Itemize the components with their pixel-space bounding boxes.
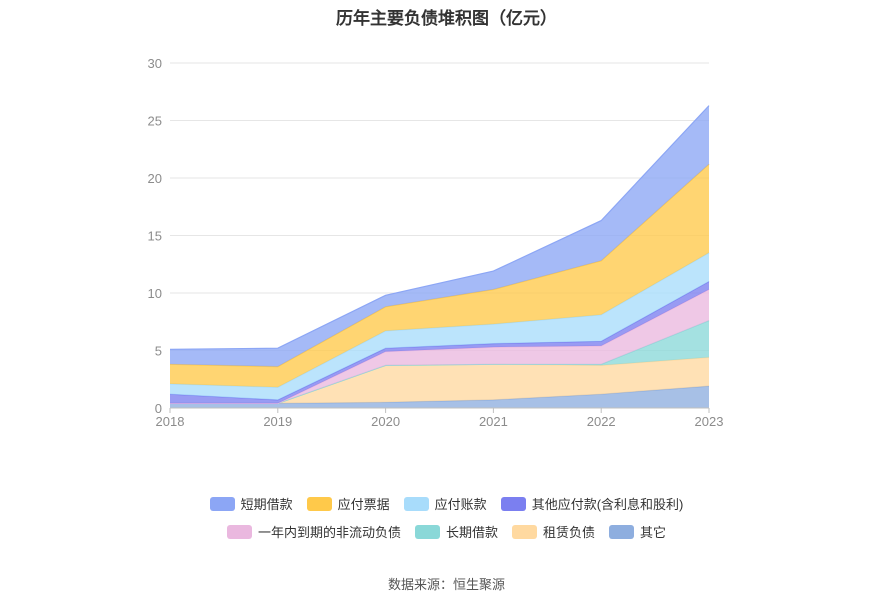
legend-row: 一年内到期的非流动负债 长期借款 租赁负债 其它 bbox=[226, 522, 666, 541]
legend-item[interactable]: 应付票据 bbox=[306, 494, 390, 513]
legend-item[interactable]: 应付账款 bbox=[403, 494, 487, 513]
y-tick-label: 20 bbox=[148, 171, 162, 186]
y-tick-label: 0 bbox=[155, 401, 162, 416]
area-1 bbox=[170, 357, 709, 404]
y-tick-label: 15 bbox=[148, 229, 162, 244]
x-tick-label: 2021 bbox=[479, 414, 508, 429]
legend-item[interactable]: 短期借款 bbox=[209, 494, 293, 513]
y-tick-label: 5 bbox=[155, 344, 162, 359]
y-axis-ticks: 0 5 10 15 20 25 30 bbox=[148, 56, 162, 416]
legend-label: 短期借款 bbox=[240, 497, 293, 512]
x-tick-label: 2020 bbox=[371, 414, 400, 429]
legend-swatch bbox=[609, 524, 635, 539]
legend: 短期借款 应付票据 应付账款 其他应付款(含利息和股利) 一年内到期的非流动负债 长期借款… bbox=[0, 494, 893, 541]
legend-item[interactable]: 租赁负债 bbox=[512, 522, 595, 541]
y-tick-label: 25 bbox=[148, 114, 162, 129]
x-tick-label: 2019 bbox=[263, 414, 292, 429]
legend-item[interactable]: 一年内到期的非流动负债 bbox=[226, 522, 401, 541]
y-tick-label: 10 bbox=[148, 286, 162, 301]
legend-swatch bbox=[209, 496, 235, 511]
legend-swatch bbox=[500, 496, 526, 511]
x-tick-label: 2023 bbox=[695, 414, 724, 429]
area-0 bbox=[170, 386, 709, 408]
area-5 bbox=[170, 252, 709, 400]
legend-swatch bbox=[306, 496, 332, 511]
x-tick-label: 2018 bbox=[156, 414, 185, 429]
x-axis-ticks: 2018 2019 2020 2021 2022 2023 bbox=[156, 408, 724, 429]
legend-swatch bbox=[226, 524, 252, 539]
legend-row: 短期借款 应付票据 应付账款 其他应付款(含利息和股利) bbox=[209, 494, 684, 513]
legend-label: 应付账款 bbox=[434, 497, 487, 512]
data-source: 数据来源：恒生聚源 bbox=[387, 577, 505, 592]
y-tick-label: 30 bbox=[148, 56, 162, 71]
area-4 bbox=[170, 281, 709, 404]
area-line-7 bbox=[169, 105, 710, 350]
legend-label: 其他应付款(含利息和股利) bbox=[531, 497, 684, 512]
legend-label: 租赁负债 bbox=[543, 525, 596, 540]
legend-label: 应付票据 bbox=[337, 497, 390, 512]
legend-label: 长期借款 bbox=[445, 525, 498, 540]
legend-item[interactable]: 其它 bbox=[609, 522, 666, 541]
legend-swatch bbox=[414, 524, 440, 539]
area-6 bbox=[170, 164, 709, 388]
x-tick-label: 2022 bbox=[587, 414, 616, 429]
legend-item[interactable]: 长期借款 bbox=[414, 522, 498, 541]
stacked-area-chart: 0 5 10 15 20 25 30 2018 2019 2020 2021 2022 2023 bbox=[148, 56, 724, 429]
chart-title: 历年主要负债堆积图（亿元） bbox=[336, 9, 557, 28]
legend-item[interactable]: 其他应付款(含利息和股利) bbox=[500, 494, 684, 513]
legend-swatch bbox=[403, 496, 429, 511]
area-7 bbox=[170, 105, 709, 367]
area-series bbox=[169, 105, 710, 408]
legend-swatch bbox=[512, 524, 537, 539]
legend-label: 其它 bbox=[640, 525, 667, 540]
legend-label: 一年内到期的非流动负债 bbox=[257, 525, 401, 540]
